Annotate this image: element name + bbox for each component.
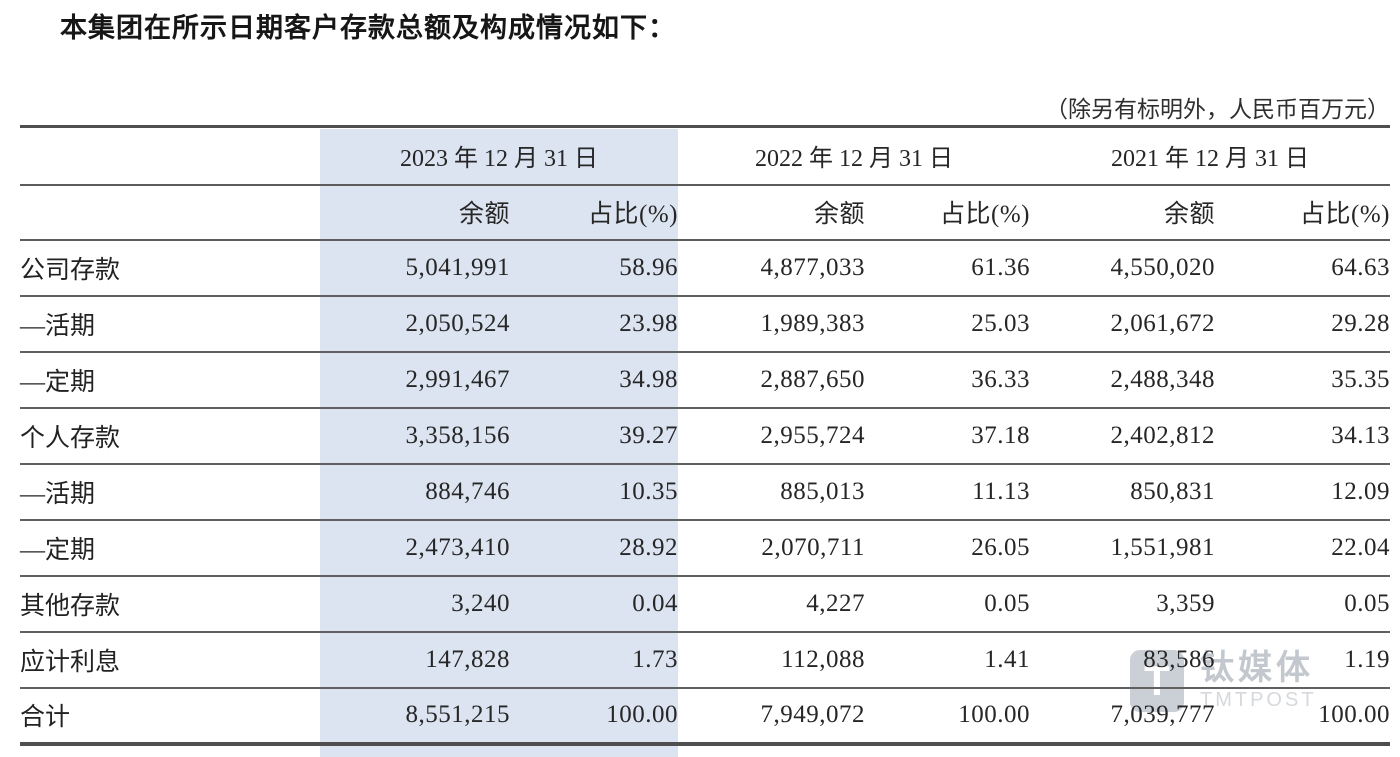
cell-balance-2023: 8,551,215	[405, 701, 510, 728]
cell-balance-2022: 2,955,724	[760, 421, 865, 449]
cell-pct-2021: 100.00	[1318, 701, 1390, 728]
cell-pct-2023: 39.27	[619, 421, 678, 449]
table-row-corporate-time: —定期 2,991,467 34.98 2,887,650 36.33 2,48…	[20, 352, 1390, 408]
col-header-2021: 2021 年 12 月 31 日	[1111, 146, 1309, 173]
cell-pct-2021: 0.05	[1344, 589, 1390, 617]
cell-balance-2022: 4,227	[806, 589, 865, 617]
row-label: 个人存款	[20, 424, 121, 452]
col-header-2023: 2023 年 12 月 31 日	[400, 146, 598, 173]
row-label: 其他存款	[20, 592, 121, 620]
cell-balance-2021: 2,488,348	[1110, 365, 1215, 393]
cell-balance-2023: 2,050,524	[405, 309, 510, 337]
cell-pct-2022: 0.05	[984, 589, 1030, 617]
table-row-other-deposits: 其他存款 3,240 0.04 4,227 0.05 3,359 0.05	[20, 576, 1390, 632]
highlight-2023-columns	[320, 129, 678, 757]
currency-unit-note: （除另有标明外，人民币百万元）	[1045, 97, 1390, 122]
cell-pct-2022: 37.18	[971, 421, 1030, 449]
cell-pct-2021: 22.04	[1331, 533, 1390, 561]
table-row-personal-demand: —活期 884,746 10.35 885,013 11.13 850,831 …	[20, 464, 1390, 520]
row-label: 应计利息	[20, 648, 121, 676]
row-label: —活期	[20, 480, 96, 508]
cell-balance-2023: 2,473,410	[405, 533, 510, 561]
cell-balance-2022: 7,949,072	[760, 701, 865, 728]
cell-balance-2021: 3,359	[1156, 589, 1215, 617]
row-label: —活期	[20, 312, 96, 340]
cell-balance-2021: 83,586	[1143, 645, 1215, 673]
cell-pct-2023: 28.92	[619, 533, 678, 561]
cell-pct-2021: 64.63	[1331, 253, 1390, 281]
cell-pct-2022: 1.41	[984, 645, 1030, 673]
subheader-pct-2022: 占比(%)	[940, 201, 1030, 228]
row-label: —定期	[20, 368, 96, 396]
table-row-personal-deposits: 个人存款 3,358,156 39.27 2,955,724 37.18 2,4…	[20, 408, 1390, 464]
table-row-corporate-demand: —活期 2,050,524 23.98 1,989,383 25.03 2,06…	[20, 296, 1390, 352]
cell-balance-2022: 4,877,033	[760, 253, 865, 281]
cell-pct-2022: 36.33	[971, 365, 1030, 393]
cell-balance-2023: 884,746	[425, 477, 510, 505]
cell-pct-2021: 35.35	[1331, 365, 1390, 393]
table-row-accrued-interest: 应计利息 147,828 1.73 112,088 1.41 83,586 1.…	[20, 632, 1390, 688]
cell-pct-2021: 29.28	[1331, 309, 1390, 337]
cell-pct-2021: 34.13	[1331, 421, 1390, 449]
cell-pct-2022: 11.13	[972, 477, 1030, 505]
cell-balance-2021: 7,039,777	[1110, 701, 1215, 728]
cell-pct-2022: 25.03	[971, 309, 1030, 337]
cell-pct-2023: 34.98	[619, 365, 678, 393]
subheader-balance-2022: 余额	[813, 201, 865, 228]
table-row-total: 合计 8,551,215 100.00 7,949,072 100.00 7,0…	[20, 688, 1390, 744]
cell-balance-2022: 1,989,383	[760, 309, 865, 337]
cell-balance-2022: 112,088	[781, 645, 865, 673]
cell-pct-2023: 23.98	[619, 309, 678, 337]
table-row-personal-time: —定期 2,473,410 28.92 2,070,711 26.05 1,55…	[20, 520, 1390, 576]
cell-pct-2023: 0.04	[632, 589, 678, 617]
row-label: 合计	[20, 704, 71, 731]
cell-balance-2022: 2,887,650	[760, 365, 865, 393]
cell-pct-2022: 26.05	[971, 533, 1030, 561]
cell-balance-2023: 3,358,156	[405, 421, 510, 449]
page-title: 本集团在所示日期客户存款总额及构成情况如下：	[60, 13, 676, 43]
cell-balance-2022: 885,013	[780, 477, 865, 505]
deposits-table: 2023 年 12 月 31 日 2022 年 12 月 31 日 2021 年…	[20, 125, 1390, 757]
row-label: —定期	[20, 536, 96, 564]
cell-pct-2023: 1.73	[632, 645, 678, 673]
table-row-corporate-deposits: 公司存款 5,041,991 58.96 4,877,033 61.36 4,5…	[20, 240, 1390, 296]
deposits-table-grid: 2023 年 12 月 31 日 2022 年 12 月 31 日 2021 年…	[20, 125, 1390, 746]
cell-balance-2022: 2,070,711	[761, 533, 865, 561]
cell-balance-2021: 1,551,981	[1110, 533, 1215, 561]
subheader-pct-2023: 占比(%)	[588, 201, 678, 228]
cell-balance-2021: 2,061,672	[1110, 309, 1215, 337]
table-header-subcolumns: 余额 占比(%) 余额 占比(%) 余额 占比(%)	[20, 185, 1390, 240]
cell-pct-2021: 12.09	[1331, 477, 1390, 505]
subheader-balance-2021: 余额	[1163, 201, 1215, 228]
subheader-balance-2023: 余额	[458, 201, 510, 228]
empty-corner-cell	[20, 127, 320, 185]
cell-balance-2023: 2,991,467	[405, 365, 510, 393]
empty-corner-cell	[20, 185, 320, 240]
cell-pct-2022: 100.00	[958, 701, 1030, 728]
row-label: 公司存款	[20, 256, 121, 284]
table-header-dates: 2023 年 12 月 31 日 2022 年 12 月 31 日 2021 年…	[20, 127, 1390, 185]
cell-balance-2023: 5,041,991	[405, 253, 510, 281]
cell-balance-2021: 850,831	[1130, 477, 1215, 505]
subheader-pct-2021: 占比(%)	[1300, 201, 1390, 228]
cell-pct-2022: 61.36	[971, 253, 1030, 281]
cell-pct-2023: 100.00	[606, 701, 678, 728]
cell-balance-2021: 2,402,812	[1110, 421, 1215, 449]
cell-pct-2023: 10.35	[619, 477, 678, 505]
cell-balance-2023: 3,240	[451, 589, 510, 617]
cell-balance-2021: 4,550,020	[1110, 253, 1215, 281]
col-header-2022: 2022 年 12 月 31 日	[755, 146, 953, 173]
cell-pct-2021: 1.19	[1344, 645, 1390, 673]
cell-pct-2023: 58.96	[619, 253, 678, 281]
cell-balance-2023: 147,828	[425, 645, 510, 673]
